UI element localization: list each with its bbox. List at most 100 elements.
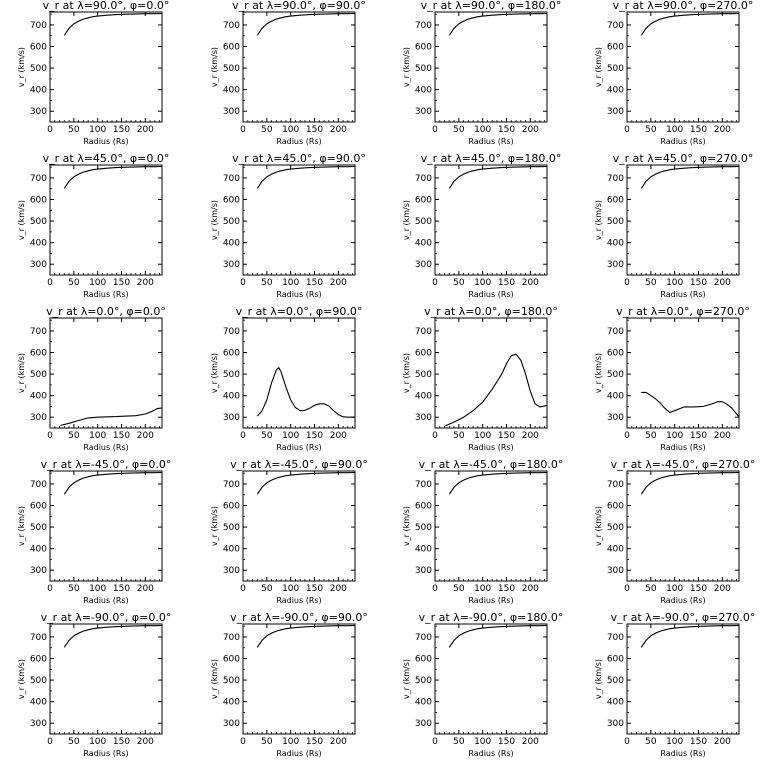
y-tick-label: 600	[223, 502, 240, 512]
plot-title: v_r at λ=90.0°, φ=270.0°	[613, 0, 754, 12]
series-line-0	[63, 12, 163, 36]
x-tick-label: 100	[474, 431, 491, 441]
plot-panel-7: v_r at λ=45.0°, φ=270.0° 0 50 100 150 200 300 4…	[594, 152, 753, 299]
y-tick-label: 300	[607, 413, 624, 423]
x-axis-label: Radius (Rs)	[83, 596, 128, 605]
x-tick-label: 200	[714, 431, 731, 441]
x-tick-label: 150	[498, 125, 515, 135]
x-tick-label: 200	[714, 737, 731, 747]
plot-title: v_r at λ=45.0°, φ=0.0°	[43, 152, 170, 165]
series-line-0	[640, 12, 740, 36]
y-axis-label: v_r (km/s)	[17, 47, 26, 87]
axes-frame	[49, 623, 163, 735]
x-tick-label: 150	[498, 278, 515, 288]
y-tick-label: 600	[223, 43, 240, 53]
series-line-0	[63, 165, 163, 189]
x-tick-label: 200	[137, 125, 154, 135]
x-tick-label: 50	[453, 125, 465, 135]
y-axis-label: v_r (km/s)	[17, 506, 26, 546]
x-tick-label: 50	[645, 278, 657, 288]
y-tick-label: 500	[415, 676, 432, 686]
x-tick-label: 100	[474, 278, 491, 288]
plot-panel-15: v_r at λ=-45.0°, φ=270.0° 0 50 100 150 200 300…	[594, 458, 755, 605]
y-tick-label: 400	[223, 545, 240, 555]
plot-title: v_r at λ=45.0°, φ=90.0°	[232, 152, 366, 165]
y-tick-label: 600	[223, 196, 240, 206]
x-axis-label: Radius (Rs)	[660, 749, 705, 758]
x-tick-label: 50	[68, 125, 80, 135]
x-tick-label: 50	[261, 431, 273, 441]
y-axis-label: v_r (km/s)	[594, 353, 603, 393]
y-tick-label: 300	[607, 107, 624, 117]
x-tick-label: 150	[306, 125, 323, 135]
x-tick-label: 100	[474, 125, 491, 135]
y-tick-label: 700	[223, 633, 240, 643]
x-tick-label: 50	[645, 431, 657, 441]
x-tick-label: 150	[690, 125, 707, 135]
y-tick-label: 500	[30, 217, 47, 227]
y-tick-label: 600	[30, 43, 47, 53]
x-tick-label: 100	[282, 125, 299, 135]
axes-frame	[626, 11, 740, 123]
y-tick-label: 500	[607, 676, 624, 686]
y-axis-label: v_r (km/s)	[210, 353, 219, 393]
plot-panel-2: v_r at λ=90.0°, φ=180.0° 0 50 100 150 200 300 4…	[402, 0, 561, 146]
x-tick-label: 0	[240, 431, 246, 441]
y-tick-label: 400	[223, 86, 240, 96]
y-axis-label: v_r (km/s)	[594, 659, 603, 699]
y-axis-label: v_r (km/s)	[402, 47, 411, 87]
axes-frame	[49, 470, 163, 582]
x-axis-label: Radius (Rs)	[468, 749, 513, 758]
y-tick-label: 700	[223, 480, 240, 490]
axes-frame	[434, 623, 548, 735]
axes-frame	[242, 11, 356, 123]
y-tick-label: 300	[415, 107, 432, 117]
y-axis-label: v_r (km/s)	[594, 47, 603, 87]
y-tick-label: 500	[607, 370, 624, 380]
y-tick-label: 700	[30, 480, 47, 490]
y-tick-label: 500	[415, 217, 432, 227]
y-tick-label: 400	[607, 86, 624, 96]
axes-frame	[242, 164, 356, 276]
y-tick-label: 400	[607, 392, 624, 402]
plot-panel-17: v_r at λ=-90.0°, φ=90.0° 0 50 100 150 200 300 4…	[210, 611, 368, 758]
y-tick-label: 600	[30, 502, 47, 512]
y-tick-label: 700	[607, 633, 624, 643]
y-tick-label: 700	[223, 174, 240, 184]
x-tick-label: 200	[137, 278, 154, 288]
x-tick-label: 0	[432, 125, 438, 135]
x-tick-label: 100	[89, 584, 106, 594]
x-tick-label: 0	[240, 278, 246, 288]
y-tick-label: 300	[415, 719, 432, 729]
x-tick-label: 0	[47, 584, 53, 594]
x-axis-label: Radius (Rs)	[276, 443, 321, 452]
y-tick-label: 700	[415, 327, 432, 337]
y-tick-label: 300	[223, 413, 240, 423]
series-line-0	[60, 407, 163, 426]
y-tick-label: 700	[607, 327, 624, 337]
y-axis-label: v_r (km/s)	[17, 659, 26, 699]
x-tick-label: 50	[645, 584, 657, 594]
x-tick-label: 50	[261, 737, 273, 747]
y-tick-label: 400	[30, 86, 47, 96]
series-line-0	[640, 165, 740, 189]
axes-frame	[626, 317, 740, 429]
y-tick-label: 600	[415, 655, 432, 665]
x-axis-label: Radius (Rs)	[660, 290, 705, 299]
series-line-0	[448, 165, 548, 189]
x-tick-label: 150	[498, 584, 515, 594]
y-tick-label: 400	[415, 545, 432, 555]
x-tick-label: 100	[282, 737, 299, 747]
x-tick-label: 50	[68, 431, 80, 441]
x-tick-label: 150	[498, 737, 515, 747]
x-tick-label: 50	[68, 737, 80, 747]
x-tick-label: 100	[89, 278, 106, 288]
x-axis-label: Radius (Rs)	[83, 749, 128, 758]
y-tick-label: 700	[30, 21, 47, 31]
axes-frame	[626, 623, 740, 735]
plot-panel-8: v_r at λ=0.0°, φ=0.0° 0 50 100 150 200 300 400 5…	[17, 305, 166, 452]
x-axis-label: Radius (Rs)	[276, 749, 321, 758]
x-tick-label: 50	[453, 584, 465, 594]
plot-title: v_r at λ=-45.0°, φ=0.0°	[41, 458, 172, 471]
